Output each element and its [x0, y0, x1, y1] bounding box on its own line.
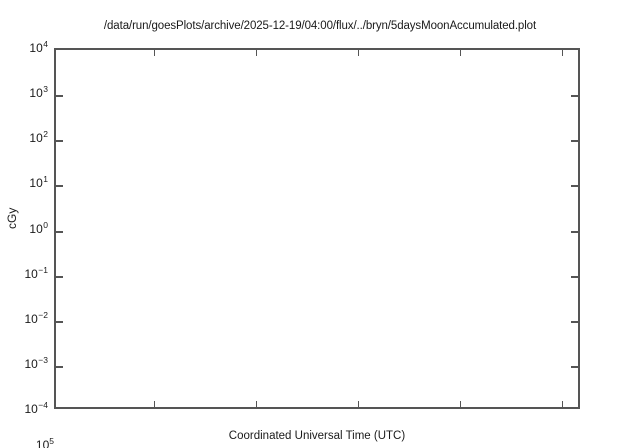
x-axis-tick-mark [256, 50, 257, 56]
x-axis-tick-mark [562, 401, 563, 407]
y-axis-tick-mark [56, 276, 63, 278]
y-axis-tick-mark [571, 140, 578, 142]
y-axis-tick-mark [571, 321, 578, 323]
x-axis-title: Coordinated Universal Time (UTC) [228, 430, 406, 442]
y-axis-tick-label: 104 [29, 39, 48, 55]
y-axis-tick-mark [56, 140, 63, 142]
y-axis-tick-label: 10−3 [24, 355, 48, 371]
y-axis-tick-mark [571, 276, 578, 278]
y-axis-tick-label: 100 [29, 220, 48, 236]
y-axis-tick-label: 10−1 [24, 265, 48, 281]
y-axis-tick-labels: 104 103 102 101 100 10−1 10−2 10−3 10−4 [0, 0, 48, 448]
y-axis-tick-mark [571, 95, 578, 97]
x-axis-tick-mark [358, 401, 359, 407]
x-axis-tick-mark [256, 401, 257, 407]
y-axis-tick-mark [56, 95, 63, 97]
y-axis-tick-mark [56, 321, 63, 323]
y-axis-tick-label: 101 [29, 174, 48, 190]
x-axis-tick-mark [460, 50, 461, 56]
y-axis-tick-label: 10−2 [24, 310, 48, 326]
y-axis-tick-mark [571, 231, 578, 233]
y-axis-tick-label: 102 [29, 129, 48, 145]
plot-frame [54, 48, 580, 409]
y-axis-tick-mark [56, 366, 63, 368]
page-title: /data/run/goesPlots/archive/2025-12-19/0… [103, 20, 537, 32]
y-axis-tick-mark [571, 366, 578, 368]
clipped-next-panel-y-label: 105 [35, 438, 54, 448]
x-axis-tick-mark [154, 50, 155, 56]
x-axis-tick-mark [358, 50, 359, 56]
x-axis-tick-mark [562, 50, 563, 56]
y-axis-tick-mark [571, 185, 578, 187]
y-axis-tick-mark [56, 185, 63, 187]
x-axis-tick-mark [154, 401, 155, 407]
y-axis-tick-mark [56, 231, 63, 233]
y-axis-tick-label: 103 [29, 84, 48, 100]
x-axis-tick-mark [460, 401, 461, 407]
y-axis-title: cGy [5, 207, 19, 229]
y-axis-tick-label: 10−4 [24, 400, 48, 416]
